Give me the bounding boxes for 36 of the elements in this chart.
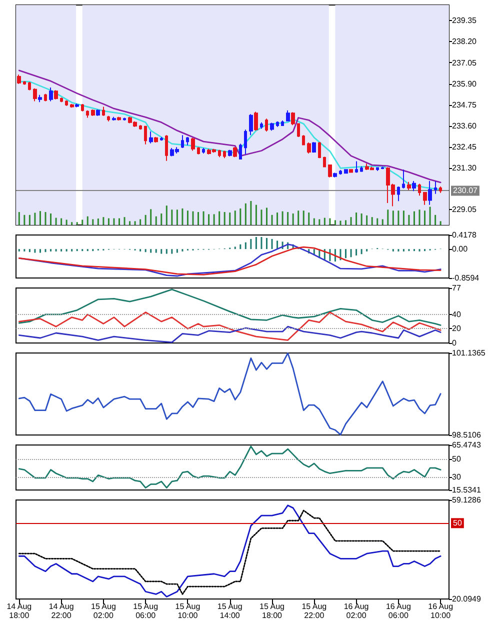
y-tick-label: 238.20	[452, 37, 478, 46]
y-tick-label: 98.5106	[452, 430, 482, 440]
y-tick-label: 59.1286	[452, 496, 482, 504]
y-tick-label: 101.1365	[452, 348, 486, 358]
y-tick-label: 50	[452, 454, 462, 464]
y-tick-label: 20	[452, 324, 462, 334]
x-tick-label: 15 Aug 02:00	[90, 602, 116, 620]
x-tick-label: 15 Aug 06:00	[133, 602, 158, 620]
ref-line-label: 230.07	[453, 186, 478, 196]
x-tick-label: 15 Aug 10:00	[175, 602, 200, 620]
x-tick-label: 16 Aug 02:00	[344, 602, 369, 620]
y-tick-label: 15.5341	[452, 486, 482, 494]
y-tick-label: 234.75	[452, 100, 478, 110]
x-tick-label: 15 Aug 18:00	[260, 602, 284, 620]
y-tick-label: 0.4178	[452, 230, 478, 240]
y-tick-label: 239.35	[452, 16, 478, 26]
x-tick-label: 15 Aug 22:00	[302, 602, 327, 620]
x-tick-label: 15 Aug 14:00	[217, 602, 242, 620]
y-tick-label: -0.8594	[452, 274, 480, 282]
y-tick-label: 0.00	[452, 244, 468, 254]
y-tick-label: 233.60	[452, 122, 478, 130]
y-tick-label: 231.30	[452, 164, 478, 173]
y-tick-label: 65.4743	[452, 440, 482, 450]
y-tick-label: 237.05	[452, 58, 478, 68]
y-tick-label: 0	[452, 338, 457, 348]
x-tick-label: 14 Aug 18:00	[6, 602, 32, 620]
y-tick-label: 77	[452, 284, 462, 292]
y-tick-label: 30	[452, 472, 462, 482]
y-tick-label: 20.0949	[452, 594, 482, 604]
y-tick-label: 235.90	[452, 79, 478, 88]
x-tick-label: 14 Aug 22:00	[48, 602, 74, 620]
x-tick-label: 16 Aug 10:00	[428, 602, 454, 620]
x-tick-label: 16 Aug 06:00	[386, 602, 411, 620]
y-tick-label: 229.05	[452, 204, 478, 214]
y-tick-label: 232.45	[452, 142, 478, 152]
y-tick-label: 40	[452, 310, 462, 319]
